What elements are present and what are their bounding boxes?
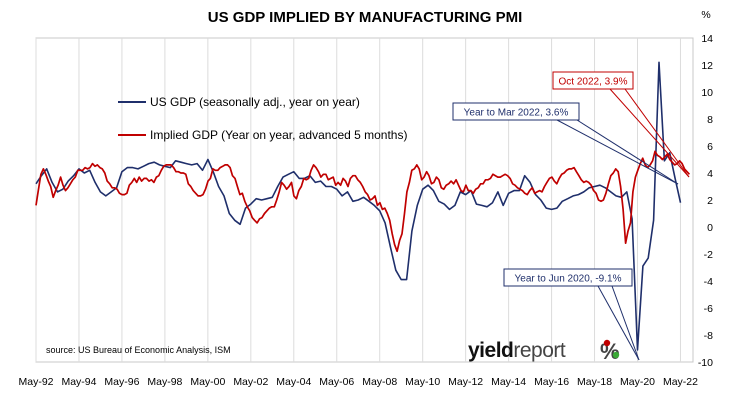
x-tick-label: May-16 [534, 376, 569, 388]
annotation-oct-2022: Oct 2022, 3.9% [552, 71, 634, 90]
x-tick-label: May-20 [620, 376, 655, 388]
x-tick-label: May-98 [147, 376, 182, 388]
annotation-leaders [556, 88, 690, 361]
y-tick-label: 4 [707, 168, 713, 180]
y-tick-label: -2 [704, 249, 713, 261]
x-tick-label: May-92 [18, 376, 53, 388]
x-tick-label: May-14 [491, 376, 526, 388]
x-tick-label: May-94 [61, 376, 96, 388]
y-unit-label: % [701, 9, 710, 21]
y-tick-label: -6 [704, 303, 713, 315]
leader-mar-2022 [576, 119, 679, 185]
logo-dot-green [612, 351, 620, 359]
y-tick-label: 12 [701, 60, 713, 72]
y-axis: 14 12 10 8 6 4 2 0 -2 -4 -6 -8 -10 [698, 33, 713, 369]
y-tick-label: 14 [701, 33, 713, 45]
chart-title: US GDP IMPLIED BY MANUFACTURING PMI [208, 9, 522, 26]
x-tick-label: May-96 [104, 376, 139, 388]
gridlines [35, 38, 681, 362]
x-tick-label: May-10 [405, 376, 440, 388]
y-tick-label: -4 [704, 276, 713, 288]
y-tick-label: 2 [707, 195, 713, 207]
annotation-jun-2020: Year to Jun 2020, -9.1% [503, 268, 633, 287]
annotation-mar-2022-text: Year to Mar 2022, 3.6% [464, 108, 569, 119]
x-tick-label: May-12 [448, 376, 483, 388]
y-tick-label: 6 [707, 141, 713, 153]
leader-jun-2020 [597, 285, 640, 361]
y-tick-label: -10 [698, 357, 713, 369]
leader-mar-2022-b [556, 119, 679, 185]
x-tick-label: May-02 [233, 376, 268, 388]
x-tick-label: May-08 [362, 376, 397, 388]
leader-oct-2022-b [609, 88, 690, 178]
y-tick-label: 8 [707, 114, 713, 126]
logo-dot-red [603, 339, 611, 347]
annotation-jun-2020-text: Year to Jun 2020, -9.1% [515, 274, 622, 285]
series-us-gdp-line [35, 61, 682, 351]
legend-label-us-gdp: US GDP (seasonally adj., year on year) [150, 95, 360, 109]
x-tick-label: May-04 [276, 376, 311, 388]
legend-label-implied-gdp: Implied GDP (Year on year, advanced 5 mo… [150, 128, 407, 142]
legend: US GDP (seasonally adj., year on year) I… [118, 95, 407, 142]
annotation-mar-2022: Year to Mar 2022, 3.6% [452, 102, 580, 121]
y-tick-label: -8 [704, 330, 713, 342]
series-implied-gdp-line [35, 150, 691, 253]
yieldreport-logo: yieldreport % [468, 339, 620, 364]
leader-jun-2020-b [611, 285, 640, 361]
logo-report: report [513, 339, 566, 362]
x-tick-label: May-18 [577, 376, 612, 388]
annotation-oct-2022-text: Oct 2022, 3.9% [559, 77, 628, 88]
svg-text:yieldreport: yieldreport [468, 339, 566, 362]
leader-oct-2022 [624, 88, 690, 178]
x-tick-label: May-00 [190, 376, 225, 388]
source-note: source: US Bureau of Economic Analysis, … [46, 345, 231, 355]
logo-yield: yield [468, 339, 513, 362]
y-tick-label: 10 [701, 87, 713, 99]
x-tick-label: May-06 [319, 376, 354, 388]
y-tick-label: 0 [707, 222, 713, 234]
x-axis: May-92 May-94 May-96 May-98 May-00 May-02 May-… [18, 376, 698, 388]
x-tick-label: May-22 [663, 376, 698, 388]
series-group [35, 61, 691, 351]
